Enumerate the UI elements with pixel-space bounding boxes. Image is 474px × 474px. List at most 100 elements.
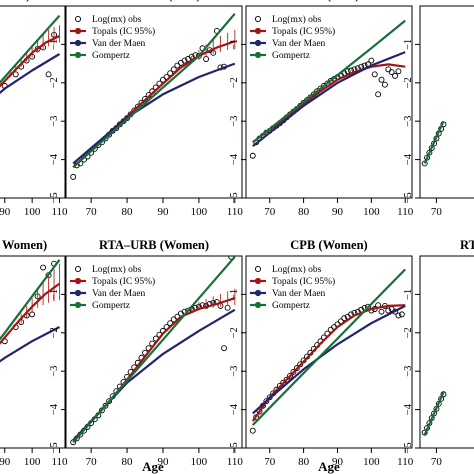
- legend-dot: [254, 27, 262, 35]
- obs-point: [378, 76, 385, 83]
- y-tick-label: −5: [403, 442, 414, 453]
- chart-panel-4: F 70 −1 −2 −3 −4 −5: [403, 0, 474, 218]
- obs-point: [293, 365, 300, 372]
- y-tick-label: −1: [229, 289, 240, 300]
- x-tick-label: 100: [191, 456, 208, 468]
- obs-point: [256, 408, 263, 415]
- obs-point: [368, 57, 375, 64]
- obs-point: [398, 311, 405, 318]
- series-line-gompertz: [252, 19, 406, 144]
- series-line-gompertz: [423, 120, 445, 164]
- obs-point: [378, 308, 385, 315]
- x-axis-label: Age: [142, 459, 164, 474]
- obs-point: [283, 376, 290, 383]
- series-line-topals-ic: [0, 35, 60, 88]
- legend-label: Gompertz: [272, 51, 310, 61]
- chart-panel-5: Women)90100110obs95%)aen: [0, 238, 68, 468]
- legend-dot: [254, 301, 262, 309]
- y-tick-label: −4: [403, 153, 414, 165]
- y-tick-label: −2: [49, 327, 60, 338]
- legend-dot: [254, 277, 262, 285]
- obs-point: [249, 427, 256, 434]
- y-tick-label: −2: [229, 327, 240, 338]
- x-tick-label: 110: [397, 456, 414, 468]
- series-line-topals-ic: [72, 297, 236, 443]
- obs-point: [287, 372, 293, 379]
- series-line-topals-ic: [0, 282, 61, 345]
- x-tick-label: 110: [227, 456, 244, 468]
- y-tick-label: −5: [49, 442, 60, 453]
- y-tick-label: −3: [403, 366, 414, 377]
- series-line-gompertz: [0, 259, 61, 341]
- series-line-gompertz: [72, 256, 236, 443]
- y-tick-label: −5: [49, 192, 60, 203]
- legend-label: Van der Maen: [92, 39, 146, 49]
- chart-panel-8: RT 70 −1 −2 −3 −4 −5: [403, 238, 474, 468]
- plot-data: [421, 120, 447, 167]
- legend-label: Log(mx) obs: [272, 264, 322, 275]
- y-tick-label: −3: [229, 366, 240, 377]
- y-tick-label: −4: [403, 403, 414, 415]
- obs-point: [40, 264, 47, 271]
- chart-title: RTA–URB (Women): [99, 238, 209, 252]
- y-tick-label: −1: [49, 289, 60, 300]
- plot-data: [70, 256, 236, 446]
- series-line-gompertz: [252, 268, 406, 426]
- legend-label: Log(mx) obs: [272, 14, 322, 25]
- chart-title: RTA–URB (Men): [107, 0, 200, 2]
- x-tick-label: 110: [227, 206, 244, 218]
- y-tick-label: −4: [229, 403, 240, 415]
- obs-point: [106, 398, 113, 405]
- obs-point: [344, 68, 351, 75]
- y-tick-label: −1: [403, 39, 414, 50]
- legend-dot: [254, 39, 262, 47]
- obs-point: [224, 304, 231, 311]
- obs-point: [170, 66, 177, 73]
- obs-point: [440, 391, 447, 398]
- x-tick-label: 70: [264, 206, 276, 218]
- chart-panel-6: RTA–URB (Women) 70 80 90 100 110 −1 −2 −3 −4 −5 Log…: [49, 238, 243, 468]
- obs-point: [381, 81, 388, 88]
- obs-point: [395, 312, 402, 319]
- y-tick-label: −2: [403, 327, 414, 338]
- x-tick-label: 100: [363, 456, 380, 468]
- x-tick-label: 70: [431, 206, 443, 218]
- plot-frame: [0, 255, 66, 449]
- series-line-van-der-maen: [72, 62, 236, 165]
- chart-title: CPB (Women): [290, 238, 367, 252]
- legend-label: Topals (IC 95%): [272, 276, 335, 287]
- obs-point: [249, 152, 256, 159]
- x-tick-label: 90: [0, 456, 11, 468]
- plot-frame: [65, 255, 243, 449]
- y-tick-label: −1: [49, 39, 60, 50]
- legend-dot: [74, 51, 82, 59]
- legend-label: Van der Maen: [272, 289, 326, 299]
- legend-dot: [74, 27, 82, 35]
- series-line-topals-ic: [252, 63, 406, 144]
- plot-frame: [0, 5, 66, 199]
- x-tick-label: 90: [332, 206, 344, 218]
- plot-frame: [245, 5, 413, 199]
- plot-frame: [65, 5, 243, 199]
- obs-point: [203, 56, 210, 62]
- obs-point: [70, 173, 77, 180]
- obs-point: [385, 307, 392, 314]
- obs-point: [341, 315, 348, 322]
- y-tick-label: −5: [403, 192, 414, 203]
- plot-frame: [419, 5, 474, 199]
- obs-point: [395, 68, 402, 75]
- y-tick-label: −3: [49, 366, 60, 377]
- obs-point: [98, 407, 105, 414]
- plot-data: [70, 12, 236, 180]
- y-tick-label: −4: [49, 153, 60, 165]
- series-line-van-der-maen: [72, 308, 236, 442]
- series-line-topals-ic: [251, 304, 406, 422]
- legend-label: Van der Maen: [272, 39, 326, 49]
- chart-panel-3: CPB (Men) 70 80 90 100 110 −1 −2 −3 −4 −5 Log(mx) o…: [229, 0, 414, 218]
- legend-label: Topals (IC 95%): [92, 26, 155, 37]
- plot-data: [249, 268, 406, 434]
